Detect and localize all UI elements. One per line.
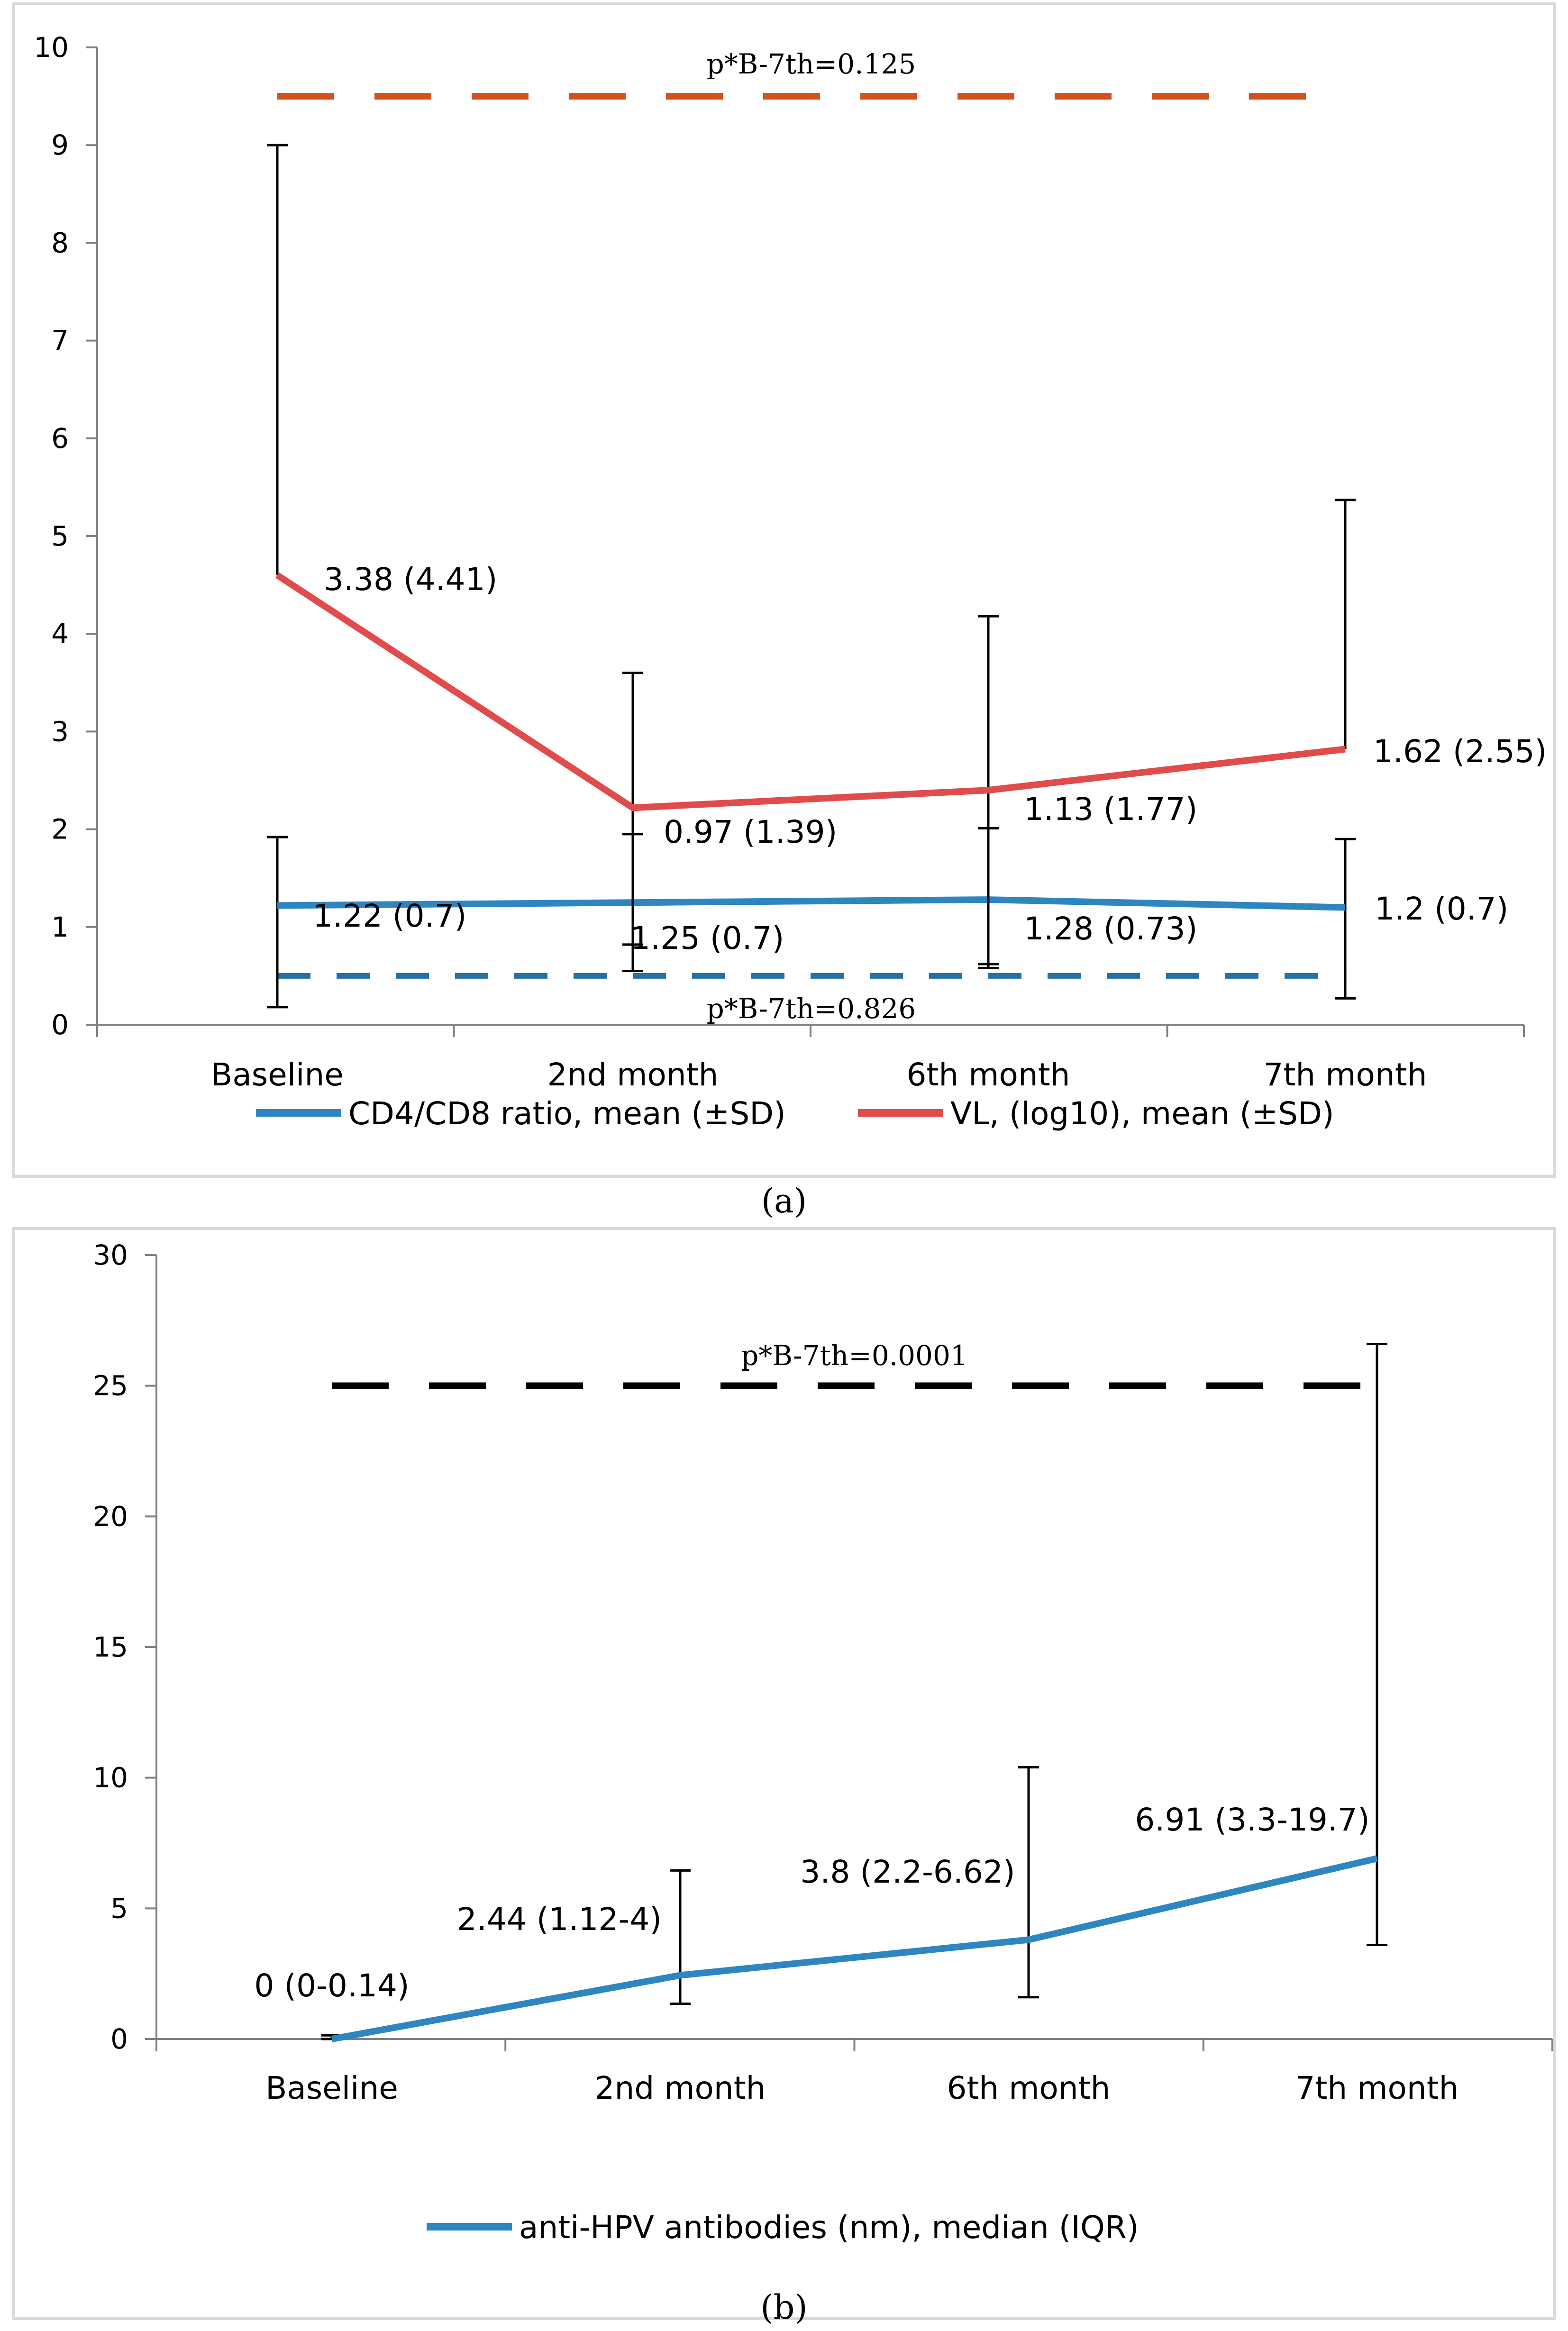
y-tick-label: 15: [93, 1631, 128, 1663]
panel-a-caption: (a): [761, 1182, 807, 1220]
y-tick-label: 25: [93, 1370, 128, 1402]
y-tick-label: 7: [51, 325, 69, 357]
panel-b-series: [321, 1342, 1387, 2042]
panel-b-caption: (b): [760, 2288, 807, 2327]
data-label: 1.25 (0.7): [630, 920, 784, 956]
panel-b-legend: anti-HPV antibodies (nm), median (IQR): [427, 2209, 1139, 2246]
series-line-cd4-cd8-ratio-mean-sd: [277, 896, 1346, 911]
panel-a-series: [267, 144, 1356, 1009]
legend-label-vl: VL, (log10), mean (±SD): [950, 1095, 1334, 1132]
y-tick-label: 5: [110, 1892, 128, 1924]
data-label: 1.2 (0.7): [1375, 891, 1508, 927]
x-tick-label-6th-month: 6th month: [947, 2070, 1111, 2106]
panel-b-annotations: 0 (0-0.14) 2.44 (1.12-4) 3.8 (2.2-6.62) 6.9…: [254, 1802, 1369, 2004]
y-tick-label: 8: [51, 227, 69, 259]
y-tick-label: 0: [110, 2023, 128, 2055]
x-tick-label-7th-month: 7th month: [1264, 1056, 1427, 1093]
x-tick-label-7th-month: 7th month: [1295, 2070, 1459, 2106]
x-tick-label-6th-month: 6th month: [907, 1056, 1070, 1093]
x-tick-label-2nd-month: 2nd month: [595, 2070, 766, 2106]
data-label: 1.62 (2.55): [1373, 733, 1547, 770]
y-tick-label: 20: [93, 1500, 128, 1532]
data-label: 3.38 (4.41): [324, 561, 497, 598]
panel-a-annotations: 1.22 (0.7) 1.25 (0.7) 1.28 (0.73) 1.2 (0.7)…: [313, 561, 1547, 956]
y-tick-label: 4: [51, 618, 69, 650]
y-tick-label: 9: [51, 129, 69, 161]
y-tick-label: 5: [51, 520, 69, 552]
y-tick-label: 10: [93, 1762, 128, 1794]
pvalue-label: p*B-7th=0.826: [707, 992, 916, 1025]
panel-a-legend: CD4/CD8 ratio, mean (±SD) VL, (log10), m…: [256, 1095, 1334, 1132]
y-tick-label: 30: [93, 1239, 128, 1271]
legend-label-cd4cd8: CD4/CD8 ratio, mean (±SD): [348, 1095, 786, 1132]
panel-a-y-axis: 0 1 2 3 4 5 6 7 8 9 10: [34, 31, 98, 1041]
panel-a: 0 1 2 3 4 5 6 7 8 9 10 Baseline 2nd month 6th month 7…: [12, 2, 1556, 1178]
panel-b-y-axis: 0 5 10 15 20 25 30: [93, 1239, 157, 2055]
panel-a-pvalue-lines: p*B-7th=0.125 p*B-7th=0.826: [277, 48, 1345, 1025]
data-label: 3.8 (2.2-6.62): [800, 1854, 1015, 1890]
panel-a-frame: [12, 2, 1556, 1178]
panel-b: 0 5 10 15 20 25 30 Baseline 2nd month 6th month 7…: [12, 1227, 1556, 2320]
y-tick-label: 6: [51, 422, 69, 455]
data-label: 0 (0-0.14): [254, 1967, 409, 2004]
data-label: 1.28 (0.73): [1024, 911, 1197, 947]
y-tick-label: 2: [51, 813, 69, 846]
x-tick-label-baseline: Baseline: [211, 1056, 344, 1093]
panel-b-x-axis: Baseline 2nd month 6th month 7th month: [155, 2038, 1553, 2106]
y-tick-label: 1: [51, 911, 69, 943]
data-label: 2.44 (1.12-4): [457, 1901, 662, 1938]
data-label: 1.22 (0.7): [313, 898, 466, 934]
panel-b-pvalue-lines: p*B-7th=0.0001: [332, 1339, 1377, 1389]
data-label: 1.13 (1.77): [1024, 791, 1197, 828]
series-line-anti-hpv-antibodies-nm-m: [331, 1855, 1378, 2042]
data-label: 0.97 (1.39): [664, 814, 837, 850]
x-tick-label-2nd-month: 2nd month: [547, 1056, 719, 1093]
panel-b-frame: [12, 1227, 1556, 2320]
data-label: 6.91 (3.3-19.7): [1135, 1802, 1369, 1838]
y-tick-label: 0: [51, 1009, 69, 1041]
legend-label-anti-hpv: anti-HPV antibodies (nm), median (IQR): [519, 2209, 1139, 2246]
x-tick-label-baseline: Baseline: [265, 2070, 398, 2106]
series-line-vl-log10-mean-sd: [275, 572, 1346, 811]
panel-a-x-axis: Baseline 2nd month 6th month 7th month: [96, 1024, 1525, 1093]
y-tick-label: 10: [34, 31, 69, 64]
pvalue-label: p*B-7th=0.125: [707, 48, 916, 80]
y-tick-label: 3: [51, 715, 69, 747]
pvalue-label: p*B-7th=0.0001: [741, 1339, 968, 1372]
